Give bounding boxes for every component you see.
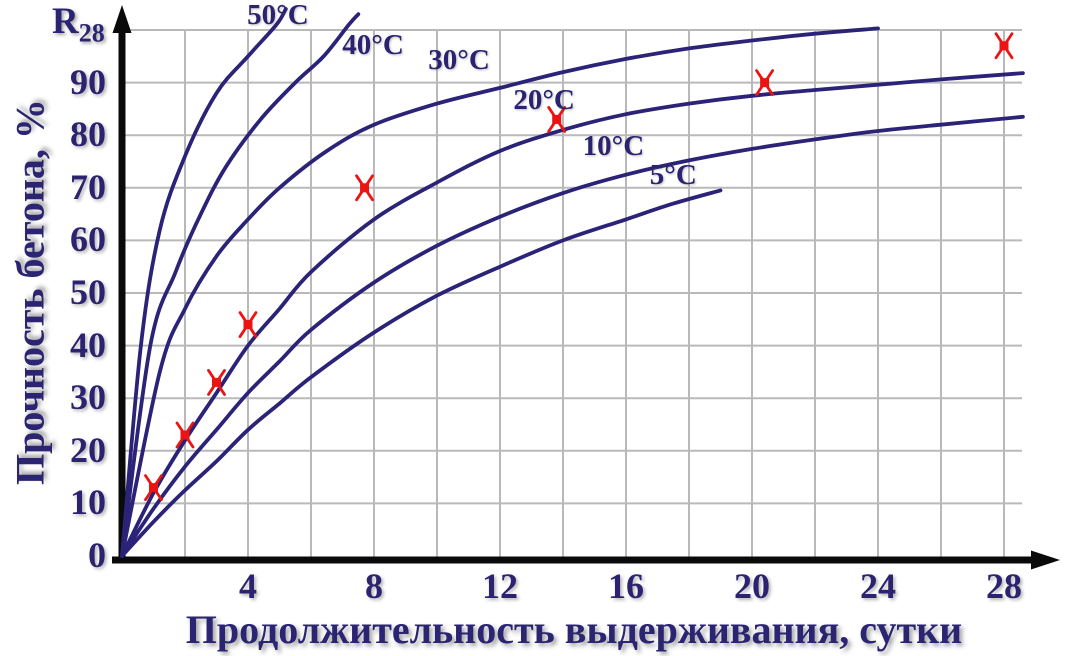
y-tick-label: 70 <box>70 166 106 207</box>
curve-label-40c: 40°C <box>342 28 404 61</box>
marker-stroke <box>243 320 253 330</box>
curve-40c <box>120 12 361 558</box>
data-point-marker <box>994 32 1014 60</box>
y-axis-arrow <box>112 5 132 33</box>
x-tick-label: 28 <box>986 566 1022 606</box>
marker-stroke <box>760 78 770 88</box>
data-point-marker <box>355 174 374 202</box>
y-axis-symbol: R28 <box>52 1 105 48</box>
marker-stroke <box>180 430 190 440</box>
x-tick-label: 20 <box>734 566 770 606</box>
y-tick-label: 20 <box>70 429 106 470</box>
y-tick-label: 40 <box>70 324 106 365</box>
y-tick-label: 30 <box>70 377 106 418</box>
x-tick-label: 4 <box>239 566 257 606</box>
curve-30c <box>120 26 880 558</box>
x-tick-label: 16 <box>608 566 644 606</box>
data-point-marker <box>547 106 567 133</box>
marker-stroke <box>552 114 562 124</box>
marker-stroke <box>360 183 370 193</box>
y-axis-line <box>118 28 126 561</box>
x-tick-label: 12 <box>482 566 518 606</box>
y-tick-label: 60 <box>70 219 106 260</box>
marker-stroke <box>999 41 1009 51</box>
data-point-marker <box>144 474 163 502</box>
data-point-marker <box>207 369 226 396</box>
x-axis-title: Продолжительность выдерживания, сутки <box>185 607 963 652</box>
curve-label-50c: 50°C <box>247 0 309 31</box>
curve-label-10c: 10°C <box>582 130 645 163</box>
x-axis-arrow <box>1031 550 1060 570</box>
data-point-marker <box>175 421 195 449</box>
curve-label-20c: 20°C <box>513 83 575 116</box>
x-tick-label: 8 <box>365 566 383 606</box>
data-point-marker <box>755 69 774 96</box>
curve-label-30c: 30°C <box>428 43 490 76</box>
curve-label-5c: 5°C <box>649 159 697 192</box>
y-tick-label: 50 <box>70 272 106 312</box>
y-tick-label: 10 <box>70 482 106 523</box>
curve-50c <box>120 7 288 558</box>
curve-20c <box>120 71 1025 558</box>
y-tick-label: 90 <box>70 61 106 102</box>
data-point-marker <box>238 311 258 338</box>
marker-stroke <box>212 377 221 387</box>
curve-10c <box>120 114 1025 558</box>
curve-5c <box>120 188 723 558</box>
y-tick-label: 0 <box>88 535 106 575</box>
y-tick-label: 80 <box>70 114 106 155</box>
x-axis-line <box>112 556 1036 564</box>
x-tick-label: 24 <box>860 566 896 606</box>
marker-stroke <box>149 483 158 493</box>
